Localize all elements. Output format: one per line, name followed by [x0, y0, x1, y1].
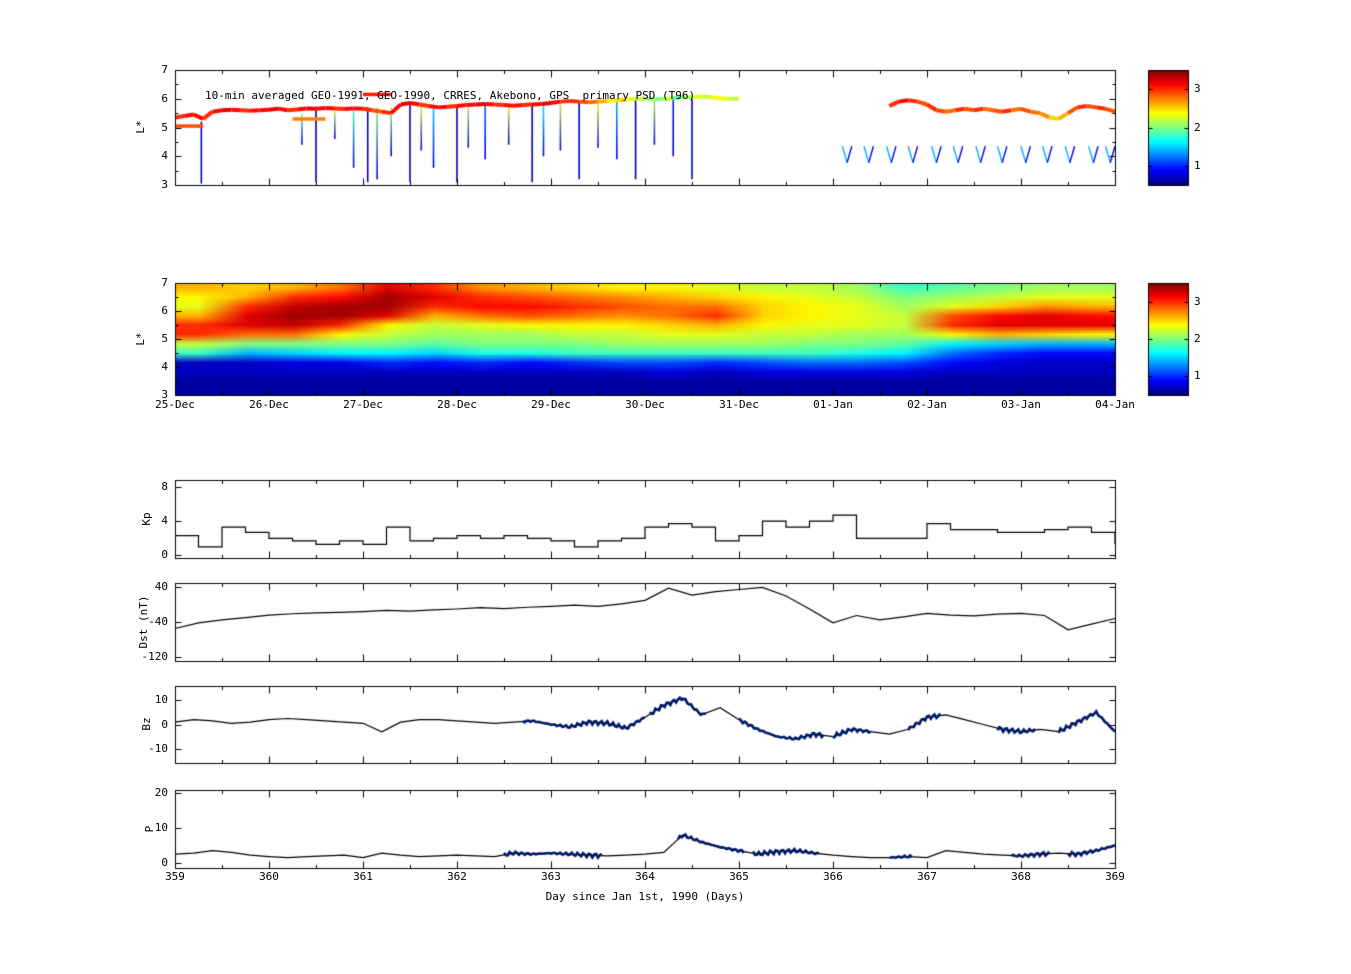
day-axis-tick-label: 364 — [635, 870, 655, 883]
bz-ytick-label: 0 — [161, 717, 168, 731]
psd-scatter-ytick-label: 4 — [161, 149, 168, 163]
psd-scatter-ytick-label: 5 — [161, 120, 168, 134]
kp-ylabel: Kp — [140, 512, 153, 526]
heatmap-date-tick-label: 25-Dec — [155, 398, 195, 411]
colorbar-tick-label: 2 — [1194, 332, 1201, 345]
day-axis-tick-label: 365 — [729, 870, 749, 883]
bz-ytick-label: -10 — [148, 741, 168, 755]
heatmap-date-tick-label: 28-Dec — [437, 398, 477, 411]
psd-heatmap-ytick-label: 4 — [161, 360, 168, 373]
kp-ytick-label: 0 — [161, 548, 168, 562]
x-axis-title: Day since Jan 1st, 1990 (Days) — [545, 890, 745, 903]
psd-heatmap-ytick-label: 5 — [161, 332, 168, 345]
day-axis-tick-label: 362 — [447, 870, 467, 883]
colorbar-tick-label: 2 — [1194, 120, 1201, 134]
heatmap-date-tick-label: 04-Jan — [1095, 398, 1135, 411]
psd-scatter-ytick-label: 6 — [161, 91, 168, 105]
day-axis-tick-label: 361 — [353, 870, 373, 883]
dst-ytick-label: -40 — [148, 615, 168, 628]
psd-heatmap-ytick-label: 3 — [161, 388, 168, 401]
colorbar-tick-label: 3 — [1194, 82, 1201, 96]
day-axis-tick-label: 369 — [1105, 870, 1125, 883]
day-axis-tick-label: 368 — [1011, 870, 1031, 883]
colorbar-tick-label: 3 — [1194, 294, 1201, 308]
day-axis-tick-label: 363 — [541, 870, 561, 883]
heatmap-date-tick-label: 01-Jan — [813, 398, 853, 411]
heatmap-date-tick-label: 02-Jan — [907, 398, 947, 411]
psd-scatter-ytick-label: 3 — [161, 178, 168, 191]
colorbar-tick-label: 1 — [1194, 158, 1201, 172]
heatmap-date-tick-label: 29-Dec — [531, 398, 571, 411]
day-axis-tick-label: 360 — [259, 870, 279, 883]
psd-heatmap-ytick-label: 7 — [161, 276, 168, 289]
p-ytick-label: 0 — [161, 855, 168, 869]
dst-ytick-label: -120 — [141, 649, 169, 663]
bz-ytick-label: 10 — [154, 693, 168, 707]
psd-heatmap-ytick-label: 6 — [161, 304, 168, 317]
dst-ytick-label: 40 — [154, 580, 168, 594]
kp-ytick-label: 4 — [161, 514, 168, 528]
day-axis-tick-label: 366 — [823, 870, 843, 883]
p-ytick-label: 20 — [154, 786, 168, 800]
kp-ytick-label: 8 — [161, 479, 168, 493]
p-ytick-label: 10 — [154, 821, 168, 835]
heatmap-date-tick-label: 03-Jan — [1001, 398, 1041, 411]
psd-scatter-ylabel: L* — [134, 120, 147, 134]
day-axis-tick-label: 359 — [165, 870, 185, 883]
heatmap-date-tick-label: 31-Dec — [719, 398, 759, 411]
heatmap-date-tick-label: 27-Dec — [343, 398, 383, 411]
bz-ylabel: Bz — [140, 717, 153, 731]
colorbar-tick-label: 1 — [1194, 369, 1201, 383]
heatmap-date-tick-label: 30-Dec — [625, 398, 665, 411]
psd-scatter-title: 10-min averaged GEO-1991, GEO-1990, CRRE… — [205, 89, 696, 102]
day-axis-tick-label: 367 — [917, 870, 937, 883]
heatmap-date-tick-label: 26-Dec — [249, 398, 289, 411]
psd-scatter-ytick-label: 7 — [161, 63, 168, 76]
psd-heatmap-ylabel: L* — [134, 332, 147, 346]
